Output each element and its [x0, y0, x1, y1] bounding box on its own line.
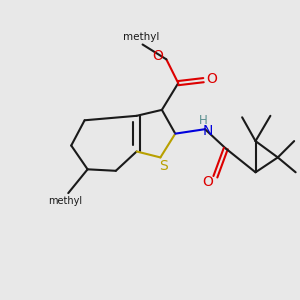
Text: S: S	[160, 159, 168, 173]
Text: N: N	[203, 124, 213, 138]
Text: methyl: methyl	[48, 196, 82, 206]
Text: O: O	[202, 175, 213, 189]
Text: H: H	[199, 114, 208, 128]
Text: O: O	[153, 50, 164, 63]
Text: O: O	[206, 72, 217, 86]
Text: methyl: methyl	[123, 32, 159, 42]
